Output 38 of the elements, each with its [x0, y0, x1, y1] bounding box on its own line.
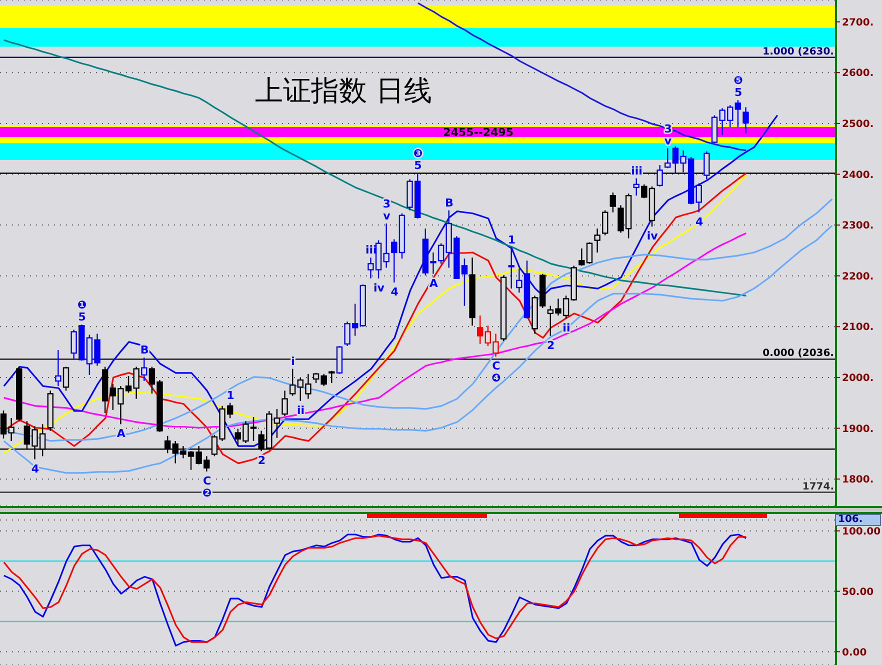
text: ❸ 5 [413, 147, 423, 172]
y-tick-label: 2700. [842, 17, 874, 28]
text: C ❹ [491, 360, 501, 385]
text: 1 [226, 388, 234, 402]
text: iv [646, 230, 658, 243]
text: ii [562, 322, 570, 335]
y-tick-label: 2200. [842, 271, 874, 282]
y-tick-label: 0.00 [842, 647, 867, 658]
y-tick-label: 1900. [842, 424, 874, 435]
y-tick-label: 2500. [842, 119, 874, 130]
band-label: 2455--2495 [443, 126, 514, 140]
text: 4 [390, 285, 398, 298]
y-tick-label: 50.00 [842, 586, 874, 598]
text: 2 [258, 454, 266, 468]
text: 106. [835, 514, 881, 526]
text: 2 [546, 338, 555, 352]
y-tick-label: 100.00 [842, 526, 881, 538]
ref-line-label: 1.000 (2630. [762, 46, 834, 58]
y-tick-label: 1800. [842, 474, 874, 486]
text: B [445, 196, 454, 210]
text: 上证指数 日线 [255, 73, 432, 109]
text: iv [373, 281, 384, 294]
y-tick-label: 2600. [842, 68, 874, 80]
ref-line-label: 0.000 (2036. [762, 348, 834, 360]
text: A [429, 276, 438, 290]
text: 3 v [382, 198, 391, 223]
text: ❺ 5 [734, 74, 743, 100]
text: ii [297, 404, 305, 417]
text: ❶ 5 [77, 298, 87, 324]
y-tick-label: 2400. [842, 170, 874, 181]
y-tick-label: 2300. [842, 220, 874, 232]
text: i [291, 354, 295, 368]
text: A [116, 427, 126, 440]
y-tick-label: 2100. [842, 322, 874, 334]
text: 1 [508, 233, 516, 246]
ref-line-label: 1774. [802, 481, 834, 492]
text: 4 [31, 462, 39, 476]
y-tick-label: 2000. [842, 373, 874, 384]
